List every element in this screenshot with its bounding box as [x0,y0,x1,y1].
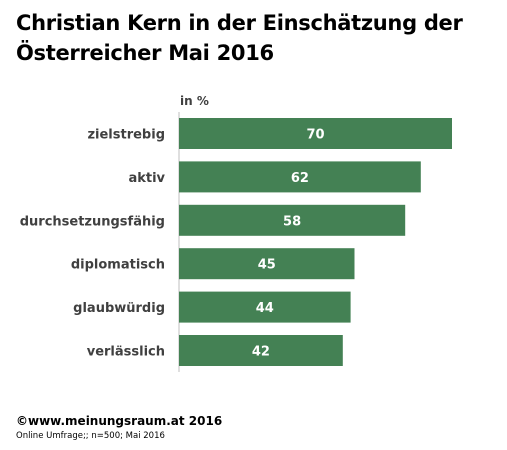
chart-title: Christian Kern in der Einschätzung der Ö… [16,11,463,65]
category-label-1: aktiv [128,171,165,186]
data-label-5: 42 [252,345,270,360]
data-label-2: 58 [283,214,301,229]
unit-label: in % [180,94,209,108]
data-label-4: 44 [256,301,274,316]
bar-5 [179,335,343,366]
data-label-1: 62 [291,171,309,186]
copyright-text: ©www.meinungsraum.at 2016 [16,414,223,428]
category-label-2: durchsetzungsfähig [20,214,165,229]
category-label-4: glaubwürdig [73,301,165,316]
bar-3 [179,248,355,280]
bar-2 [179,204,406,236]
data-label-0: 70 [306,128,324,143]
bar-4 [179,291,351,323]
bar-1 [179,161,421,193]
category-label-5: verlässlich [87,345,165,360]
data-label-3: 45 [258,258,276,273]
bar-chart: 70 zielstrebig 62 aktiv 58 durchsetzungsfähig… [20,112,452,372]
category-label-0: zielstrebig [87,128,165,143]
source-text: Online Umfrage;; n=500; Mai 2016 [16,431,165,441]
category-label-3: diplomatisch [71,258,165,273]
bar-0 [179,118,452,149]
